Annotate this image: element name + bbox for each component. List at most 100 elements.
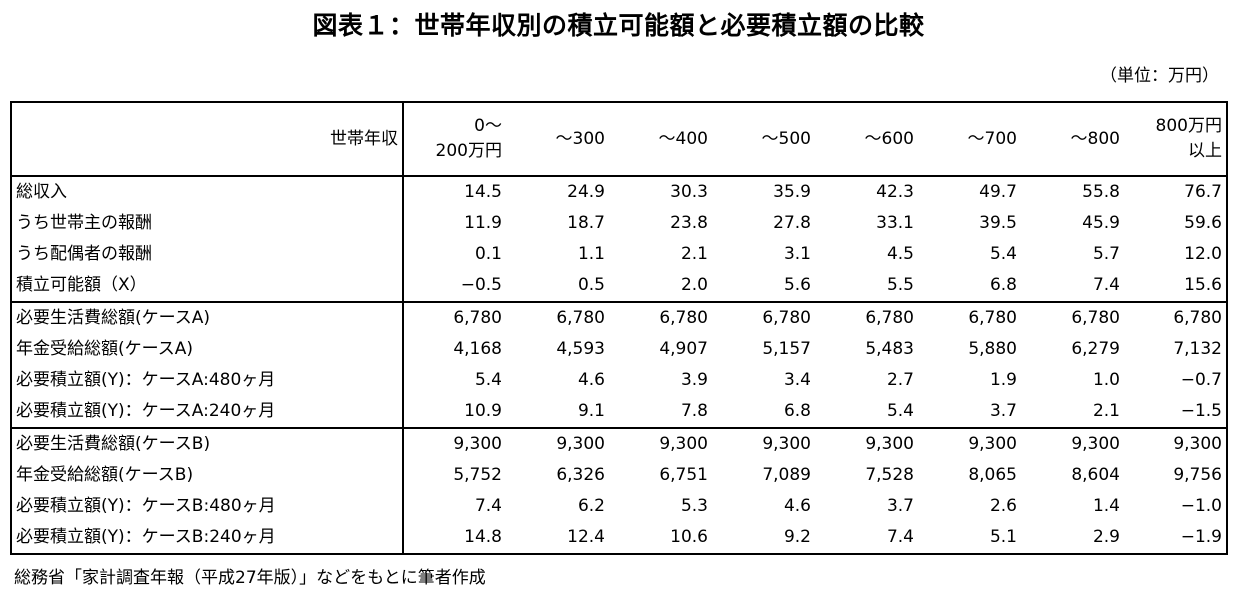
table-cell: 55.8 — [1082, 182, 1120, 202]
table-cell: 5.4 — [815, 396, 918, 429]
row-label: うち世帯主の報酬 — [10, 208, 404, 239]
column-header-line: 200万円 — [435, 141, 502, 161]
table-cell: 4,593 — [556, 339, 605, 359]
table-row: 必要積立額(Y)：ケースB:240ヶ月 14.8 12.4 10.6 9.2 7.4 5.1… — [10, 522, 1228, 555]
row-label: 積立可能額（X） — [10, 270, 404, 303]
table-cell: 35.9 — [773, 182, 811, 202]
table-cell: 6,780 — [556, 308, 605, 328]
table-cell: 11.9 — [464, 213, 502, 233]
table-cell: 6,780 — [968, 308, 1017, 328]
table-row: 年金受給総額(ケースB) 5,752 6,326 6,751 7,089 7,528 8,0… — [10, 460, 1228, 491]
table-cell: 14.5 — [464, 182, 502, 202]
table-cell: 6,780 — [1124, 302, 1228, 334]
table-cell: 10.9 — [403, 396, 506, 429]
table-cell: 33.1 — [876, 213, 914, 233]
table-cell: 9,300 — [453, 434, 502, 454]
table-cell: 10.6 — [609, 522, 712, 555]
table-cell: 12.4 — [506, 522, 609, 555]
table-cell: 2.1 — [680, 244, 708, 264]
row-label: 必要積立額(Y)：ケースA:240ヶ月 — [10, 396, 404, 429]
table-cell: 7.8 — [609, 396, 712, 429]
table-cell: 24.9 — [567, 182, 605, 202]
column-header: ～600 — [815, 101, 918, 177]
column-header-line: ～800 — [1070, 128, 1120, 149]
table-cell: 49.7 — [979, 182, 1017, 202]
table-cell: 9,756 — [1124, 460, 1228, 491]
table-cell: 12.0 — [1124, 239, 1228, 270]
column-header: 800万円以上 — [1124, 101, 1228, 177]
table-cell: 9,300 — [659, 434, 708, 454]
column-header-line: 以上 — [1188, 141, 1222, 161]
source-note: 総務省「家計調査年報（平成27年版）」などをもとに筆者作成 — [14, 568, 486, 588]
table-cell: −1.5 — [1124, 396, 1228, 429]
row-label: 必要積立額(Y)：ケースB:480ヶ月 — [10, 491, 404, 522]
table-row: 必要生活費総額(ケースA) 6,780 6,780 6,780 6,780 6,780 6,… — [10, 302, 1228, 334]
table-cell: 6,279 — [1071, 339, 1120, 359]
table-cell: 39.5 — [979, 213, 1017, 233]
table-cell: 0.1 — [474, 244, 502, 264]
table-cell: 5.7 — [1092, 244, 1120, 264]
table-row: 必要積立額(Y)：ケースA:480ヶ月 5.4 4.6 3.9 3.4 2.7 1.9 1.0… — [10, 365, 1228, 396]
unit-note: （単位：万円） — [1100, 66, 1219, 86]
table-cell: 7,132 — [1124, 334, 1228, 365]
column-header: ～700 — [918, 101, 1021, 177]
table-cell: 6.8 — [918, 270, 1021, 303]
row-label: 年金受給総額(ケースB) — [10, 460, 404, 491]
table-cell: 4.5 — [886, 244, 914, 264]
table-cell: 42.3 — [876, 182, 914, 202]
table-cell: 5,483 — [865, 339, 914, 359]
table-cell: 5.5 — [815, 270, 918, 303]
table-cell: 15.6 — [1124, 270, 1228, 303]
column-header-line: ～300 — [555, 128, 605, 149]
table-cell: 3.1 — [783, 244, 811, 264]
table-cell: −0.7 — [1124, 365, 1228, 396]
table-cell: 9,300 — [968, 434, 1017, 454]
table-cell: 3.4 — [783, 370, 811, 390]
column-header-line: ～700 — [967, 128, 1017, 149]
table-cell: 5.4 — [474, 370, 502, 390]
table-cell: 6.8 — [712, 396, 815, 429]
table-cell: 6,780 — [1071, 308, 1120, 328]
table-cell: 5,880 — [968, 339, 1017, 359]
table-cell: 9.2 — [712, 522, 815, 555]
table-cell: 4,168 — [453, 339, 502, 359]
table-cell: 2.7 — [886, 370, 914, 390]
table-cell: 8,065 — [968, 465, 1017, 485]
table-row: 必要生活費総額(ケースB) 9,300 9,300 9,300 9,300 9,300 9,… — [10, 428, 1228, 460]
column-header: ～800 — [1021, 101, 1124, 177]
table-cell: 7,528 — [865, 465, 914, 485]
column-header-line: 0～ — [474, 116, 502, 136]
table-cell: 7.4 — [474, 496, 502, 516]
table-cell: 0.5 — [506, 270, 609, 303]
table-cell: 18.7 — [567, 213, 605, 233]
column-header: ～500 — [712, 101, 815, 177]
table-cell: 27.8 — [773, 213, 811, 233]
row-label: 総収入 — [10, 176, 404, 208]
table-cell: 30.3 — [670, 182, 708, 202]
table-cell: 3.9 — [680, 370, 708, 390]
table-cell: 59.6 — [1124, 208, 1228, 239]
table-cell: 5,157 — [762, 339, 811, 359]
column-header: ～300 — [506, 101, 609, 177]
table-cell: 2.6 — [989, 496, 1017, 516]
row-label: 必要生活費総額(ケースB) — [10, 428, 404, 460]
table-cell: 6,751 — [659, 465, 708, 485]
table-cell: −1.0 — [1124, 491, 1228, 522]
table-cell: 2.9 — [1021, 522, 1124, 555]
table-cell: 1.4 — [1092, 496, 1120, 516]
table-cell: 5,752 — [453, 465, 502, 485]
row-label: 必要積立額(Y)：ケースA:480ヶ月 — [10, 365, 404, 396]
table-cell: 5.3 — [680, 496, 708, 516]
column-header: 0～ 200万円 — [403, 101, 506, 177]
table-cell: 4.6 — [783, 496, 811, 516]
table-cell: 2.1 — [1021, 396, 1124, 429]
table-cell: 1.9 — [989, 370, 1017, 390]
table-cell: 5.6 — [712, 270, 815, 303]
table-cell: −0.5 — [403, 270, 506, 303]
table-cell: 2.0 — [609, 270, 712, 303]
table-cell: 1.1 — [577, 244, 605, 264]
table-cell: 4,907 — [659, 339, 708, 359]
table-cell: 6,780 — [762, 308, 811, 328]
column-header-line: ～400 — [658, 128, 708, 149]
column-header-line: 800万円 — [1155, 116, 1222, 136]
